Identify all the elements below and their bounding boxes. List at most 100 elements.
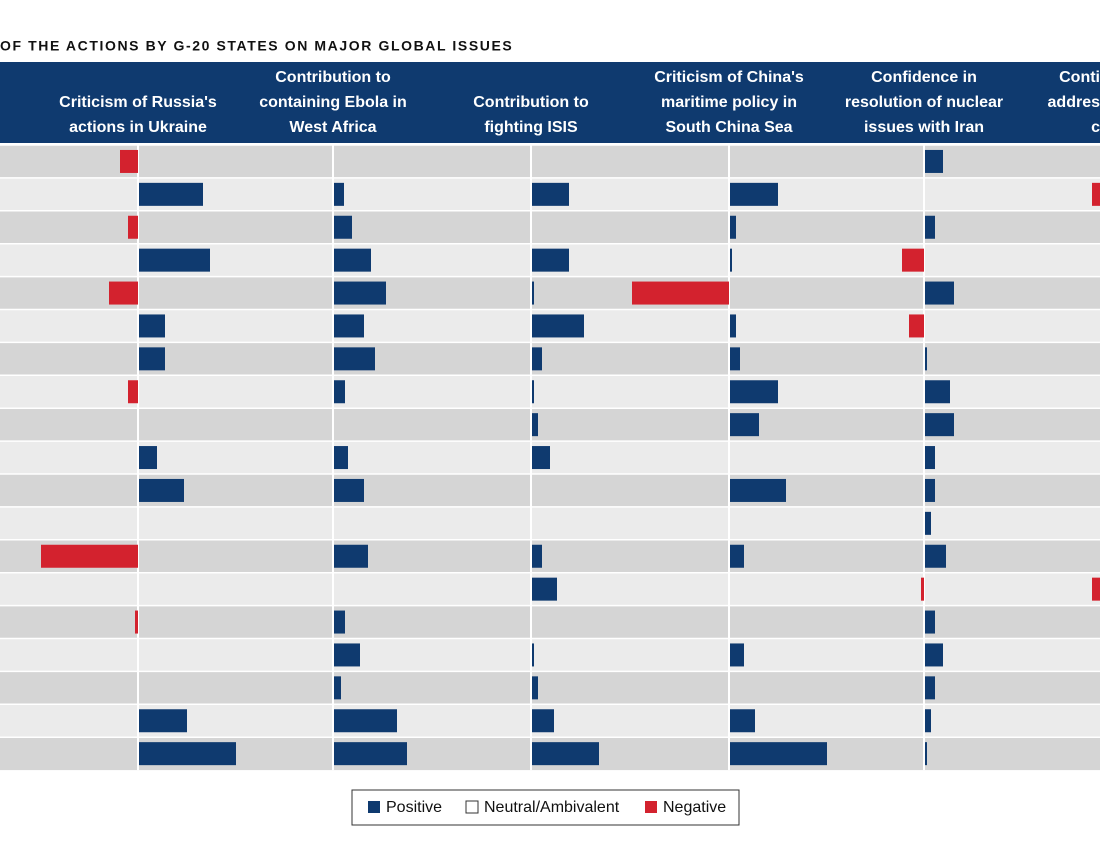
bar — [925, 215, 935, 239]
bar — [334, 314, 364, 338]
bar — [532, 676, 538, 700]
bar — [730, 413, 759, 437]
legend-swatch — [368, 801, 380, 813]
bar — [902, 248, 924, 272]
row-band — [0, 638, 1100, 672]
column-header: Criticism of Russia's — [59, 94, 217, 111]
bar — [925, 413, 954, 437]
bar — [109, 281, 138, 305]
bar — [334, 709, 397, 733]
column-header: issues with Iran — [864, 119, 984, 136]
bar — [925, 544, 946, 568]
bar — [925, 347, 927, 371]
bar — [334, 248, 371, 272]
chart-title: OF THE ACTIONS BY G-20 STATES ON MAJOR G… — [0, 38, 513, 54]
bar — [925, 478, 935, 502]
column-header: c — [1091, 119, 1100, 136]
bar — [532, 413, 538, 437]
legend-box — [351, 789, 740, 826]
bar — [730, 314, 736, 338]
legend-swatch — [465, 800, 479, 814]
bar — [120, 149, 138, 173]
row-band — [0, 506, 1100, 540]
bar — [925, 281, 954, 305]
bar — [128, 380, 138, 404]
row-band — [0, 605, 1100, 639]
bar — [334, 742, 407, 766]
row-band — [0, 539, 1100, 573]
bar — [334, 478, 364, 502]
row-band — [0, 408, 1100, 442]
column-header: Contribution to — [275, 69, 391, 86]
bar — [532, 347, 542, 371]
legend-label: Negative — [663, 799, 726, 816]
header-band — [0, 62, 1100, 143]
bar — [334, 182, 344, 206]
bar — [925, 643, 943, 667]
bar — [1092, 182, 1100, 206]
bar — [730, 248, 732, 272]
bar — [730, 380, 778, 404]
bar — [925, 610, 935, 634]
column-header: addres — [1048, 94, 1100, 111]
bar — [632, 281, 729, 305]
bar — [532, 544, 542, 568]
bar — [921, 577, 924, 601]
column-header: containing Ebola in — [259, 94, 407, 111]
bar — [139, 446, 157, 470]
bar — [532, 380, 534, 404]
bar — [532, 643, 534, 667]
bar — [334, 347, 375, 371]
bar — [925, 380, 950, 404]
bar — [139, 347, 165, 371]
bar — [730, 709, 755, 733]
bar — [730, 643, 744, 667]
bar — [135, 610, 138, 634]
bar — [139, 248, 210, 272]
bar — [730, 182, 778, 206]
column-header: South China Sea — [665, 119, 792, 136]
bar — [334, 215, 352, 239]
bar — [139, 742, 236, 766]
bar — [730, 544, 744, 568]
bar — [909, 314, 924, 338]
bar — [334, 446, 348, 470]
bar — [139, 478, 184, 502]
bar — [925, 742, 927, 766]
bar — [334, 610, 345, 634]
bar — [139, 709, 187, 733]
row-band — [0, 276, 1100, 310]
bar — [730, 215, 736, 239]
bar — [532, 709, 554, 733]
bar — [730, 347, 740, 371]
bar — [532, 314, 584, 338]
bar — [532, 577, 557, 601]
row-band — [0, 671, 1100, 705]
column-header: fighting ISIS — [484, 119, 578, 136]
column-header: Contribution to — [473, 94, 589, 111]
row-band — [0, 210, 1100, 244]
row-band — [0, 145, 1100, 178]
bar — [925, 446, 935, 470]
bar — [532, 182, 569, 206]
bar — [139, 314, 165, 338]
bar — [128, 215, 138, 239]
column-header: Conti — [1059, 69, 1100, 86]
legend-label: Neutral/Ambivalent — [484, 799, 620, 816]
bar — [41, 544, 138, 568]
bar — [532, 446, 550, 470]
bar — [532, 281, 534, 305]
bar — [334, 380, 345, 404]
bar — [1092, 577, 1100, 601]
bar — [925, 149, 943, 173]
bar — [925, 709, 931, 733]
bar — [730, 478, 786, 502]
row-band — [0, 342, 1100, 376]
bar — [532, 248, 569, 272]
column-header: Confidence in — [871, 69, 977, 86]
row-band — [0, 375, 1100, 409]
bar — [139, 182, 203, 206]
legend-swatch — [645, 801, 657, 813]
column-header: resolution of nuclear — [845, 94, 1003, 111]
